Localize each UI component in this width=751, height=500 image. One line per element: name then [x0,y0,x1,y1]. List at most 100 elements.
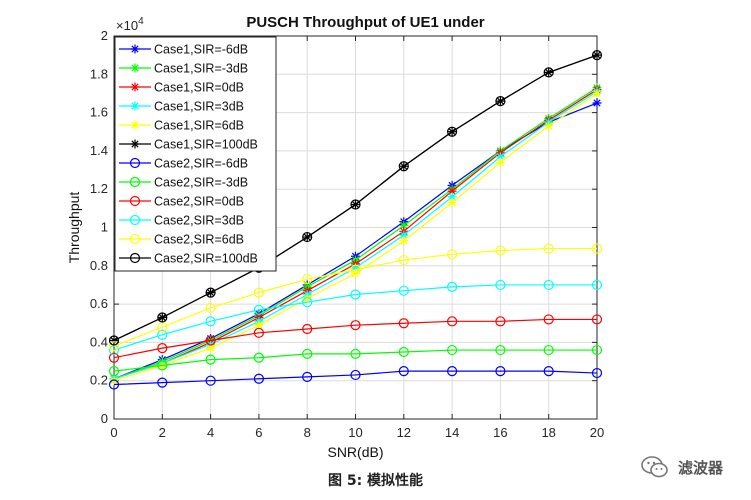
data-point [495,157,505,167]
legend-marker [129,214,141,226]
x-tick-label: 2 [159,425,166,440]
data-point [592,88,602,98]
legend-item: Case1,SIR=100dB [119,138,258,152]
y-tick-label: 1 [101,220,108,235]
series-line [113,349,597,372]
legend-marker [129,157,141,169]
data-point [398,318,409,329]
legend-label: Case1,SIR=3dB [154,100,244,114]
data-point [109,376,119,386]
data-point [447,366,458,377]
data-point [398,161,409,172]
data-point [302,371,313,382]
x-tick-label: 8 [304,425,311,440]
x-tick-label: 4 [207,425,214,440]
data-point [205,335,216,346]
y-tick-label: 0.2 [90,373,108,388]
y-tick-label: 0.6 [90,296,108,311]
y-tick-label: 1.8 [90,66,108,81]
legend-label: Case2,SIR=-6dB [154,157,248,171]
y-tick-label: 1.4 [90,143,108,158]
x-tick-label: 20 [590,425,604,440]
data-point [302,274,313,285]
legend-label: Case2,SIR=0dB [154,195,244,209]
data-point [108,352,120,363]
wechat-icon [641,456,668,478]
data-point [302,323,313,335]
series-line [113,284,597,351]
data-point [495,316,506,327]
data-point [591,243,603,254]
data-point [447,344,458,356]
data-point [495,279,506,291]
legend-item: Case1,SIR=6dB [119,119,244,133]
series-11 [108,243,603,352]
data-point [302,293,312,303]
data-point [591,50,603,61]
data-point [447,249,458,260]
legend-label: Case1,SIR=-3dB [154,62,248,76]
data-point [350,348,361,359]
data-point [447,186,457,196]
data-point [108,366,120,377]
data-point [350,199,361,210]
legend-item: Case1,SIR=3dB [119,100,244,114]
legend-box [114,36,277,272]
x-tick-label: 0 [110,425,117,440]
data-point [543,314,554,325]
data-point [205,375,216,386]
legend-item: Case1,SIR=-3dB [119,62,248,76]
data-point [206,343,216,353]
x-tick-label: 10 [348,425,362,440]
legend-marker [130,139,140,149]
data-point [543,344,554,356]
data-point [447,281,458,292]
legend-item: Case2,SIR=0dB [119,195,244,209]
data-point [399,230,409,240]
x-tick-label: 16 [493,425,507,440]
legend-marker [130,101,140,111]
data-point [543,243,554,254]
data-point [399,221,409,231]
legend-marker [129,252,141,264]
data-point [351,268,360,278]
y-tick-label: 0.4 [90,334,108,349]
y-tick-label: 1.2 [90,181,108,196]
legend: Case1,SIR=-6dB Case1,SIR=-3dB Case1,SIR=0d… [114,36,277,272]
data-point [544,121,554,131]
data-point [398,285,409,296]
data-point [447,192,457,202]
data-point [495,366,506,377]
series-5 [109,88,602,386]
data-point [592,98,602,108]
figure-caption: 图 5: 模拟性能 [327,473,424,489]
data-point [350,320,361,331]
watermark: 滤波器 [640,455,723,479]
x-tick-label: 14 [445,425,459,440]
legend-marker [130,82,140,92]
data-point [350,264,361,275]
y-tick-label: 1.6 [90,105,108,120]
data-point [543,67,554,78]
series-line [113,247,597,347]
series-8 [108,344,603,377]
data-point [157,312,168,323]
data-point [302,348,313,359]
data-point [253,352,264,363]
data-point [205,302,216,314]
data-point [495,152,505,162]
data-point [495,96,506,107]
legend-label: Case1,SIR=-6dB [154,43,248,57]
data-point [108,379,120,390]
legend-label: Case1,SIR=0dB [154,81,244,95]
data-point [495,245,506,256]
legend-marker [129,195,141,207]
legend-item: Case2,SIR=100dB [119,252,258,266]
chart-container: 0 2 4 6 8 10 12 14 16 18 20 0 0.2 0.4 0.6 0.8 1 1.2 1.4 1.6… [66,14,604,460]
data-point [205,354,216,365]
data-point [302,231,313,243]
data-point [591,314,603,325]
series-line [113,318,597,359]
legend-label: Case2,SIR=-3dB [154,176,248,190]
y-exponent-label: ×104 [116,16,144,33]
